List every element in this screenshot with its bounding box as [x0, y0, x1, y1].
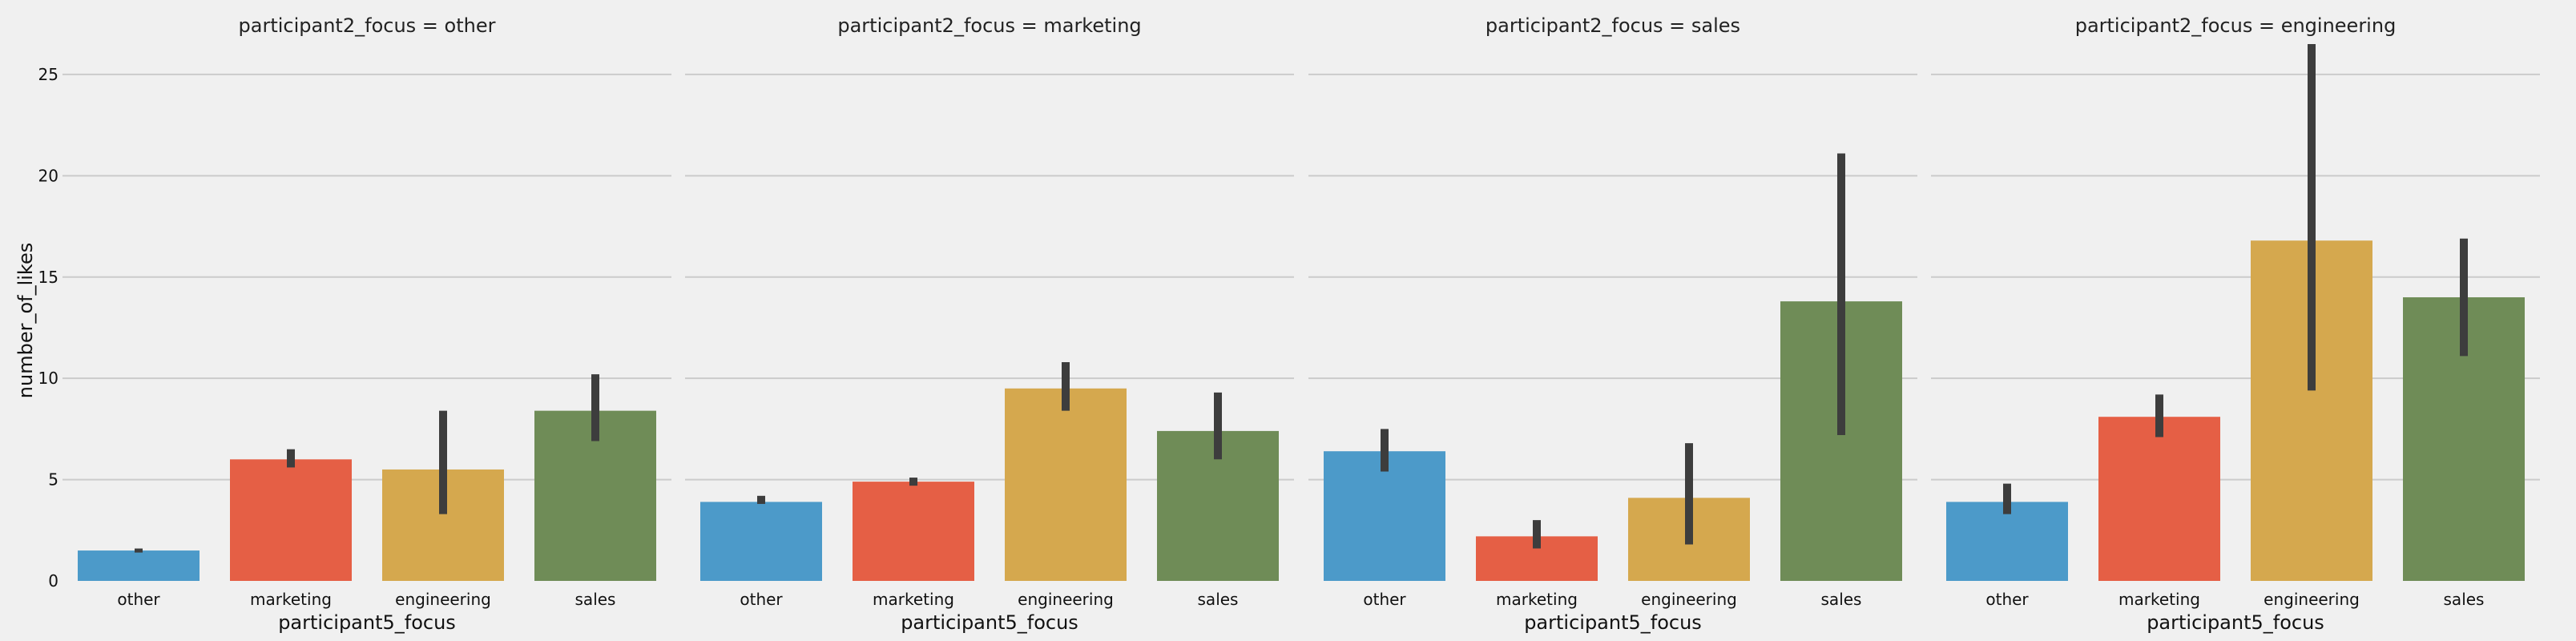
bar-marketing [2098, 417, 2220, 581]
x-axis-label: participant5_focus [1524, 611, 1702, 634]
x-tick-label: engineering [1018, 590, 1114, 609]
x-tick-label: sales [1821, 590, 1862, 609]
x-tick-label: engineering [395, 590, 491, 609]
panel-title: participant2_focus = other [239, 14, 496, 37]
bar-engineering [1005, 388, 1127, 581]
x-tick-label: sales [2444, 590, 2485, 609]
bar-marketing [853, 482, 974, 581]
x-tick-label: other [740, 590, 783, 609]
y-tick-label: 15 [38, 268, 58, 287]
y-tick-label: 5 [48, 470, 58, 490]
x-tick-label: engineering [2264, 590, 2360, 609]
bar-other [1324, 451, 1445, 581]
x-tick-label: engineering [1641, 590, 1737, 609]
x-axis-label: participant5_focus [901, 611, 1078, 634]
x-tick-label: marketing [250, 590, 332, 609]
y-tick-label: 20 [38, 166, 58, 185]
y-tick-label: 0 [48, 571, 58, 591]
x-tick-label: marketing [1496, 590, 1578, 609]
y-tick-label: 25 [38, 65, 58, 84]
x-axis-label: participant5_focus [2147, 611, 2324, 634]
panel-title: participant2_focus = sales [1486, 14, 1740, 37]
y-tick-label: 10 [38, 369, 58, 388]
x-tick-label: marketing [2118, 590, 2200, 609]
x-tick-label: sales [1198, 590, 1239, 609]
y-axis-label: number_of_likes [14, 243, 37, 398]
bar-other [1946, 502, 2068, 581]
x-tick-label: marketing [873, 590, 954, 609]
x-axis-label: participant5_focus [278, 611, 456, 634]
x-tick-label: other [1985, 590, 2029, 609]
panel-title: participant2_focus = marketing [837, 14, 1141, 37]
bar-other [700, 502, 822, 581]
x-tick-label: sales [575, 590, 616, 609]
x-tick-label: other [1363, 590, 1406, 609]
bar-marketing [230, 459, 352, 581]
x-tick-label: other [117, 590, 160, 609]
bar-other [78, 550, 200, 581]
panel-title: participant2_focus = engineering [2075, 14, 2397, 37]
